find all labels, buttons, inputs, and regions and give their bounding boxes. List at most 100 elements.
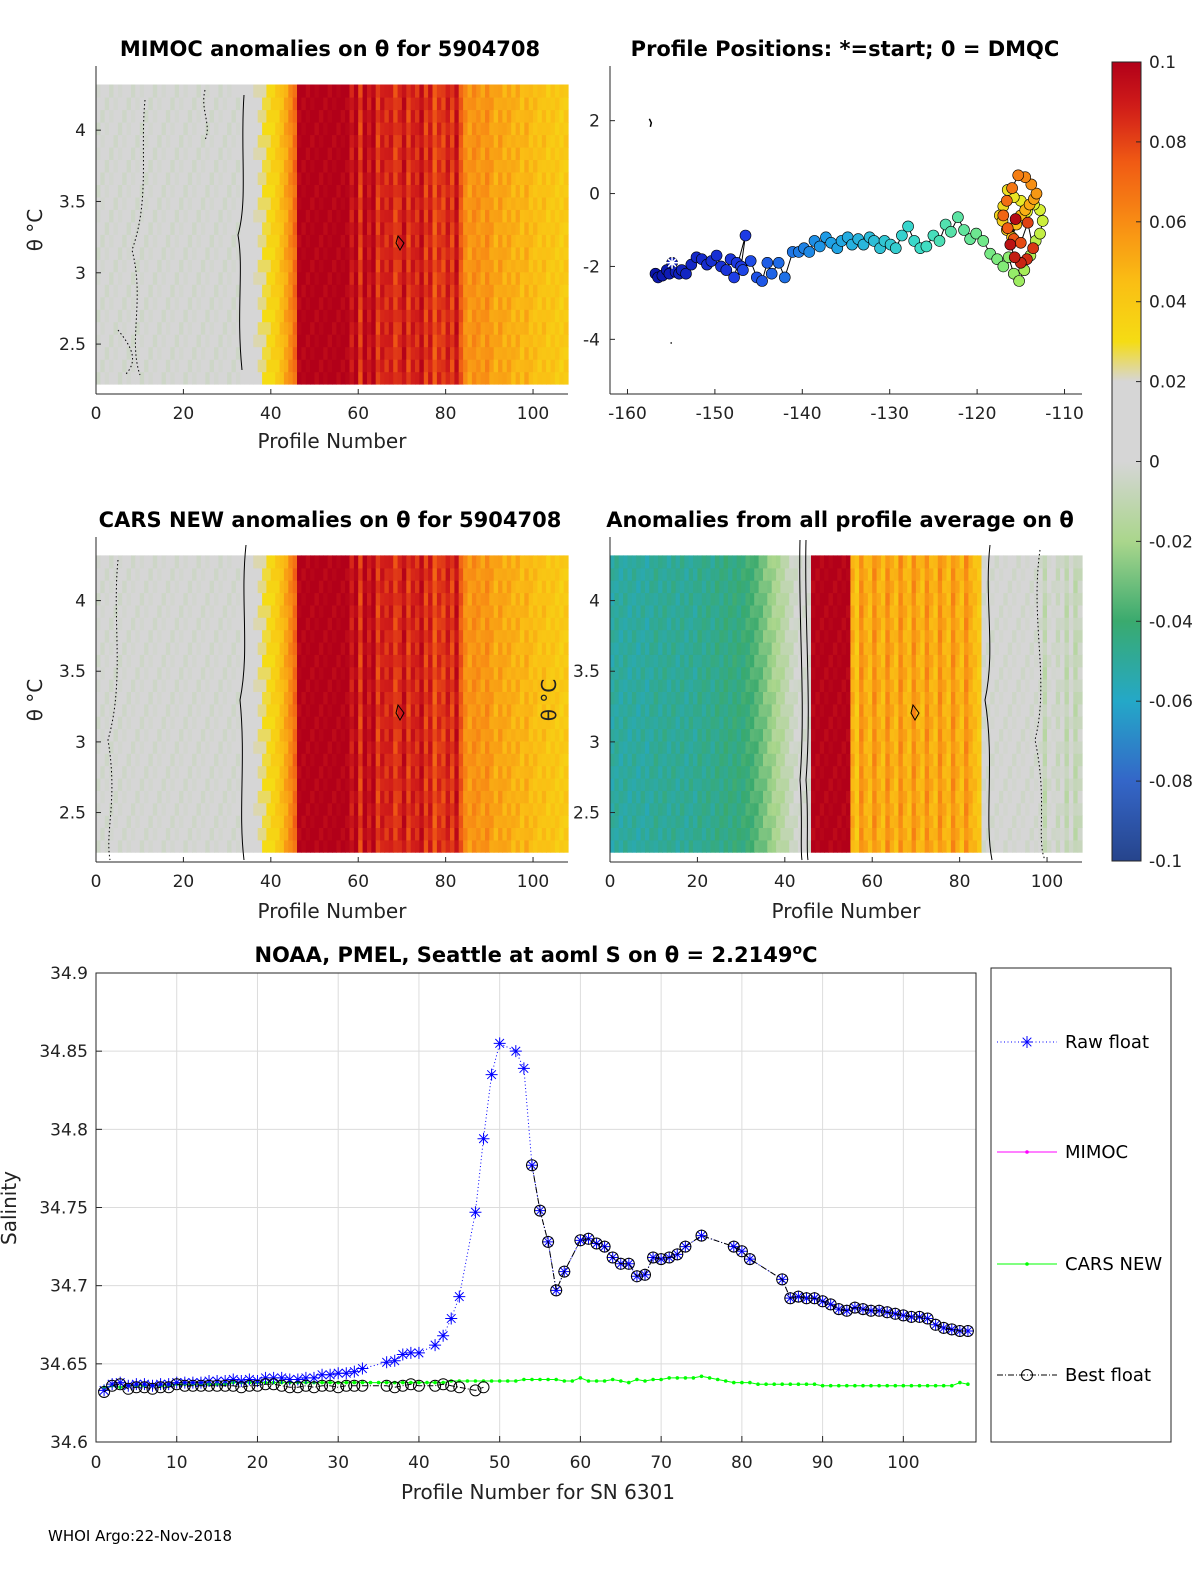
heatmap-cell <box>144 815 150 828</box>
heatmap-cell <box>310 617 316 631</box>
heatmap-cell <box>336 617 342 631</box>
heatmap-cell <box>222 122 228 136</box>
heatmap-cell <box>498 209 504 223</box>
heatmap-cell <box>511 97 517 111</box>
heatmap-cell <box>200 97 206 111</box>
heatmap-cell <box>275 259 281 273</box>
heatmap-cell <box>471 691 477 705</box>
heatmap-cell <box>546 259 552 273</box>
heatmap-cell <box>458 703 464 717</box>
heatmap-cell <box>249 271 254 285</box>
heatmap-cell <box>371 259 377 273</box>
heatmap-cell <box>485 246 490 260</box>
heatmap-cell <box>113 679 119 692</box>
heatmap-cell <box>332 703 337 717</box>
heatmap-cell <box>384 703 390 717</box>
x-tick-label: -140 <box>783 404 822 424</box>
heatmap-cell <box>214 334 219 348</box>
heatmap-cell <box>214 122 219 136</box>
heatmap-cell <box>388 753 394 767</box>
heatmap-cell <box>323 666 329 680</box>
heatmap-cell <box>537 109 543 123</box>
heatmap-cell <box>200 567 206 581</box>
heatmap-cell <box>458 321 464 335</box>
heatmap-cell <box>148 604 154 618</box>
heatmap-cell <box>283 802 289 816</box>
heatmap-cell <box>489 296 495 310</box>
heatmap-cell <box>340 122 346 136</box>
heatmap-cell <box>375 134 381 148</box>
heatmap-cell <box>270 666 276 680</box>
heatmap-cell <box>353 839 359 853</box>
heatmap-cell <box>214 196 219 210</box>
heatmap-cell <box>332 321 337 335</box>
heatmap-cell <box>297 666 302 680</box>
heatmap-cell <box>170 171 176 185</box>
heatmap-cell <box>519 209 525 223</box>
heatmap-cell <box>345 679 351 692</box>
heatmap-cell <box>214 703 219 717</box>
heatmap-cell <box>135 827 141 841</box>
heatmap-cell <box>257 604 263 618</box>
heatmap-cell <box>410 753 416 767</box>
heatmap-cell <box>327 146 333 160</box>
heatmap-cell <box>152 790 158 804</box>
heatmap-cell <box>109 604 115 618</box>
heatmap-cell <box>506 134 512 148</box>
heatmap-cell <box>515 184 521 198</box>
heatmap-cell <box>165 839 171 853</box>
heatmap-cell <box>419 334 425 348</box>
heatmap-cell <box>511 371 517 385</box>
heatmap-cell <box>231 802 237 816</box>
heatmap-cell <box>301 629 307 643</box>
heatmap-cell <box>161 109 167 123</box>
heatmap-cell <box>345 271 351 285</box>
heatmap-cell <box>187 259 193 273</box>
heatmap-cell <box>96 839 101 853</box>
heatmap-cell <box>179 641 184 655</box>
heatmap-cell <box>257 740 263 754</box>
heatmap-cell <box>205 359 211 373</box>
heatmap-cell <box>388 728 394 742</box>
heatmap-cell <box>117 346 123 360</box>
cars-title: CARS NEW anomalies on θ for 5904708 <box>99 508 562 532</box>
heatmap-cell <box>253 271 259 285</box>
heatmap-cell <box>122 592 128 606</box>
heatmap-cell <box>362 666 368 680</box>
heatmap-cell <box>183 346 189 360</box>
heatmap-cell <box>244 321 250 335</box>
heatmap-cell <box>196 740 202 754</box>
heatmap-cell <box>336 703 342 717</box>
heatmap-cell <box>559 109 565 123</box>
heatmap-cell <box>511 309 517 323</box>
heatmap-cell <box>454 359 460 373</box>
heatmap-cell <box>436 641 442 655</box>
heatmap-cell <box>157 641 163 655</box>
heatmap-cell <box>249 284 254 298</box>
heatmap-cell <box>100 666 106 680</box>
heatmap-cell <box>227 359 233 373</box>
heatmap-cell <box>275 84 281 98</box>
heatmap-cell <box>485 592 490 606</box>
heatmap-cell <box>179 691 184 705</box>
heatmap-cell <box>397 555 403 569</box>
heatmap-cell <box>318 309 324 323</box>
heatmap-cell <box>310 371 316 385</box>
heatmap-cell <box>179 765 184 779</box>
heatmap-cell <box>423 753 429 767</box>
heatmap-cell <box>253 246 259 260</box>
heatmap-cell <box>262 209 268 223</box>
heatmap-cell <box>262 827 268 841</box>
heatmap-cell <box>122 84 128 98</box>
heatmap-cell <box>428 641 434 655</box>
profile-position-point <box>958 224 970 236</box>
y-tick-label: 3 <box>75 264 86 284</box>
heatmap-cell <box>305 790 311 804</box>
heatmap-cell <box>214 604 219 618</box>
heatmap-cell <box>332 567 337 581</box>
heatmap-cell <box>423 171 429 185</box>
heatmap-cell <box>467 802 473 816</box>
heatmap-cell <box>515 371 521 385</box>
heatmap-cell <box>450 184 455 198</box>
heatmap-cell <box>423 679 429 692</box>
